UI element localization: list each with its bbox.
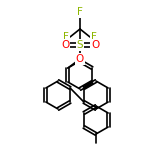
Text: F: F — [77, 7, 83, 17]
Text: O: O — [76, 54, 84, 64]
Text: F: F — [91, 32, 97, 42]
Text: O: O — [61, 40, 69, 50]
Text: F: F — [63, 32, 69, 42]
Text: O: O — [91, 40, 99, 50]
Text: S: S — [77, 40, 83, 50]
